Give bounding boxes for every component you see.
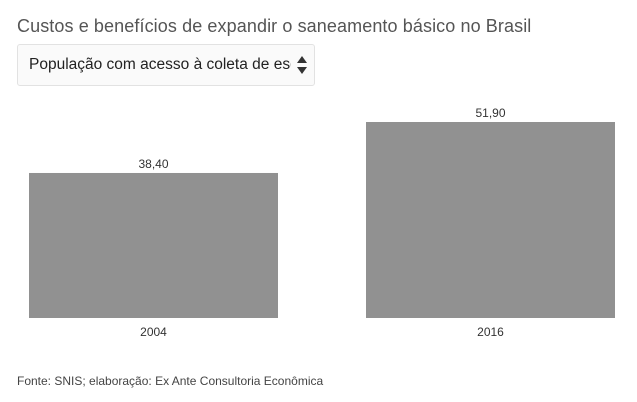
indicator-select[interactable]: População com acesso à coleta de esgoto … xyxy=(17,44,315,86)
data-label-2004: 38,40 xyxy=(138,157,168,171)
data-label-2016: 51,90 xyxy=(475,106,505,120)
x-tick-label-2016: 2016 xyxy=(477,325,504,339)
x-tick-label-2004: 2004 xyxy=(140,325,167,339)
source-note: Fonte: SNIS; elaboração: Ex Ante Consult… xyxy=(17,374,324,388)
chart-title: Custos e benefícios de expandir o saneam… xyxy=(17,16,532,36)
sort-arrows-icon xyxy=(297,56,307,74)
bar-chart: 38,40 2004 51,90 2016 xyxy=(29,106,615,339)
bar-2004[interactable] xyxy=(29,172,278,318)
bar-2016[interactable] xyxy=(366,122,615,318)
indicator-select-value: População com acesso à coleta de esgoto … xyxy=(29,56,291,73)
